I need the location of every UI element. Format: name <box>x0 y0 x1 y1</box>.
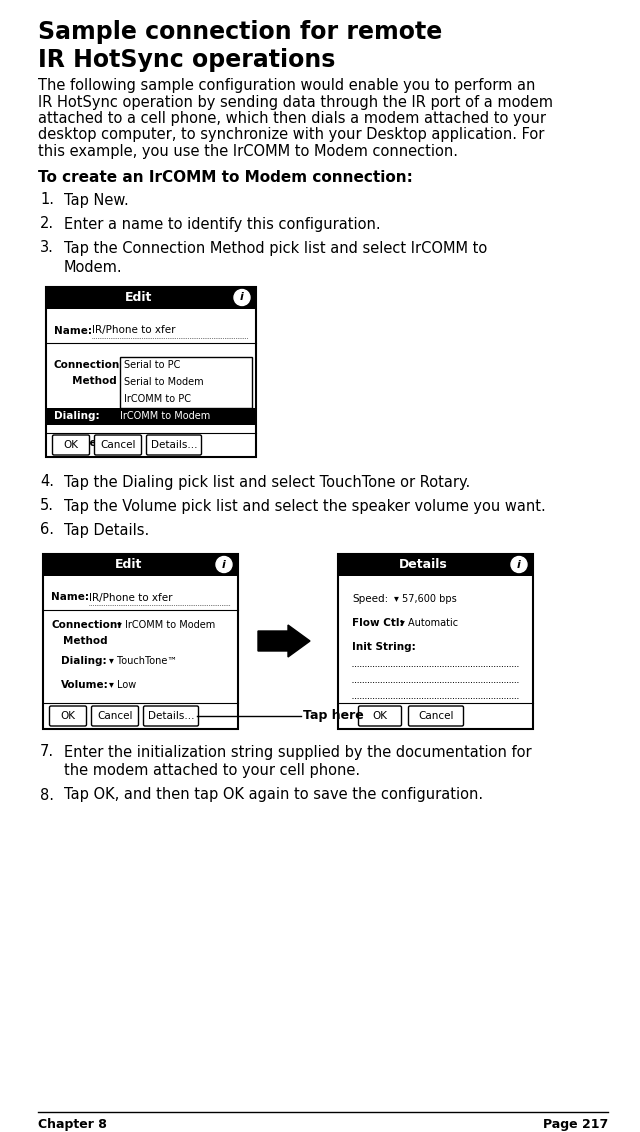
Text: Tap the Volume pick list and select the speaker volume you want.: Tap the Volume pick list and select the … <box>64 498 546 514</box>
Text: Tap New.: Tap New. <box>64 192 129 207</box>
Circle shape <box>511 557 527 573</box>
Text: Dialing:: Dialing: <box>54 411 100 421</box>
Text: 4.: 4. <box>40 474 54 489</box>
Text: Page 217: Page 217 <box>543 1118 608 1131</box>
Text: Enter the initialization string supplied by the documentation for: Enter the initialization string supplied… <box>64 745 532 760</box>
Text: Tap the Connection Method pick list and select IrCOMM to: Tap the Connection Method pick list and … <box>64 240 487 256</box>
Text: Speed:: Speed: <box>352 594 388 604</box>
Text: Volume:: Volume: <box>61 680 109 691</box>
Circle shape <box>216 557 232 573</box>
Text: ▾ IrCOMM to Modem: ▾ IrCOMM to Modem <box>117 620 215 631</box>
Bar <box>43 554 238 729</box>
FancyBboxPatch shape <box>408 706 463 726</box>
Text: IR HotSync operations: IR HotSync operations <box>38 48 335 72</box>
FancyArrow shape <box>258 625 310 657</box>
Text: Details: Details <box>399 558 448 571</box>
Text: The following sample configuration would enable you to perform an: The following sample configuration would… <box>38 78 536 93</box>
Bar <box>338 554 533 575</box>
Text: 6.: 6. <box>40 523 54 538</box>
Text: Init String:: Init String: <box>352 643 416 652</box>
Text: desktop computer, to synchronize with your Desktop application. For: desktop computer, to synchronize with yo… <box>38 128 545 143</box>
Text: this example, you use the IrCOMM to Modem connection.: this example, you use the IrCOMM to Mode… <box>38 144 458 158</box>
Text: Details...: Details... <box>151 440 197 451</box>
Text: Tap here: Tap here <box>303 710 364 722</box>
Text: OK: OK <box>372 711 387 721</box>
Text: To create an IrCOMM to Modem connection:: To create an IrCOMM to Modem connection: <box>38 171 413 186</box>
Text: Connection:: Connection: <box>54 360 124 370</box>
Text: ▾ 57,600 bps: ▾ 57,600 bps <box>394 594 457 604</box>
Text: 3.: 3. <box>40 240 54 256</box>
Text: Edit: Edit <box>125 291 153 305</box>
Text: Cancel: Cancel <box>100 440 136 451</box>
Text: Chapter 8: Chapter 8 <box>38 1118 107 1131</box>
Text: 2.: 2. <box>40 216 54 232</box>
Text: 7.: 7. <box>40 745 54 760</box>
Bar <box>338 554 533 729</box>
Bar <box>120 357 252 408</box>
Text: the modem attached to your cell phone.: the modem attached to your cell phone. <box>64 763 360 779</box>
Text: attached to a cell phone, which then dials a modem attached to your: attached to a cell phone, which then dia… <box>38 111 546 126</box>
Text: Cancel: Cancel <box>419 711 454 721</box>
Text: ▾ Low: ▾ Low <box>102 437 131 447</box>
FancyBboxPatch shape <box>143 706 198 726</box>
FancyBboxPatch shape <box>95 435 141 455</box>
Text: Tap Details.: Tap Details. <box>64 523 149 538</box>
Text: Serial to PC: Serial to PC <box>124 360 180 370</box>
FancyBboxPatch shape <box>358 706 401 726</box>
Text: OK: OK <box>61 711 76 721</box>
Text: Cancel: Cancel <box>97 711 132 721</box>
Text: Enter a name to identify this configuration.: Enter a name to identify this configurat… <box>64 216 381 232</box>
Text: Sample connection for remote: Sample connection for remote <box>38 20 442 44</box>
Text: IrCOMM to Modem: IrCOMM to Modem <box>120 411 211 421</box>
Text: OK: OK <box>63 440 79 451</box>
FancyBboxPatch shape <box>49 706 86 726</box>
Text: Method: Method <box>63 636 108 646</box>
Text: Edit: Edit <box>115 558 142 571</box>
Text: Tap OK, and then tap OK again to save the configuration.: Tap OK, and then tap OK again to save th… <box>64 788 483 803</box>
Text: ▾ Automatic: ▾ Automatic <box>400 618 458 628</box>
FancyBboxPatch shape <box>52 435 90 455</box>
FancyBboxPatch shape <box>147 435 202 455</box>
Bar <box>46 286 256 309</box>
Text: Tap the Dialing pick list and select TouchTone or Rotary.: Tap the Dialing pick list and select Tou… <box>64 474 470 489</box>
Text: ▾ TouchTone™: ▾ TouchTone™ <box>109 657 177 667</box>
Text: i: i <box>517 559 521 569</box>
Text: IrCOMM to PC: IrCOMM to PC <box>124 394 191 404</box>
Text: i: i <box>240 292 244 302</box>
Text: Name:: Name: <box>51 592 89 602</box>
Text: IR/Phone to xfer: IR/Phone to xfer <box>92 326 175 335</box>
Text: ▾ Low: ▾ Low <box>109 680 136 691</box>
Text: IR/Phone to xfer: IR/Phone to xfer <box>89 592 173 602</box>
Text: Volume:: Volume: <box>54 437 102 447</box>
Text: 8.: 8. <box>40 788 54 803</box>
Bar <box>46 408 256 424</box>
Text: Details...: Details... <box>148 711 195 721</box>
Text: Serial to Modem: Serial to Modem <box>124 377 204 387</box>
Text: Flow Ctl:: Flow Ctl: <box>352 618 404 628</box>
Bar <box>43 554 238 575</box>
Text: Modem.: Modem. <box>64 259 123 274</box>
Text: Name:: Name: <box>54 326 92 335</box>
Text: IR HotSync operation by sending data through the IR port of a modem: IR HotSync operation by sending data thr… <box>38 94 553 110</box>
Text: 5.: 5. <box>40 498 54 514</box>
Text: i: i <box>222 559 226 569</box>
Bar <box>46 286 256 456</box>
Text: Method: Method <box>54 377 116 386</box>
FancyBboxPatch shape <box>92 706 138 726</box>
Text: Connection:: Connection: <box>51 620 122 631</box>
Text: Dialing:: Dialing: <box>61 657 107 667</box>
Circle shape <box>234 290 250 306</box>
Text: 1.: 1. <box>40 192 54 207</box>
